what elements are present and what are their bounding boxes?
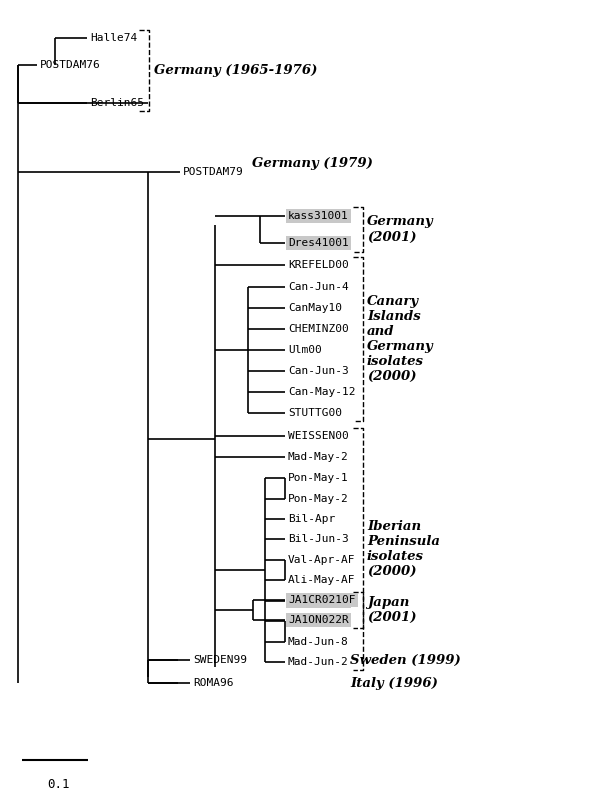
Text: CHEMINZ00: CHEMINZ00 — [288, 324, 349, 334]
Text: Dres41001: Dres41001 — [288, 238, 349, 248]
Text: KREFELD00: KREFELD00 — [288, 260, 349, 270]
Text: Canary
Islands
and
Germany
isolates
(2000): Canary Islands and Germany isolates (200… — [367, 295, 434, 383]
Text: Ulm00: Ulm00 — [288, 345, 322, 355]
Text: Germany
(2001): Germany (2001) — [367, 215, 434, 243]
Text: Can-May-12: Can-May-12 — [288, 387, 355, 397]
Text: Bil-Apr: Bil-Apr — [288, 514, 335, 524]
Text: Halle74: Halle74 — [90, 33, 137, 43]
Text: Bil-Jun-3: Bil-Jun-3 — [288, 534, 349, 544]
Text: Japan
(2001): Japan (2001) — [367, 596, 416, 624]
Text: JA1CR0210F: JA1CR0210F — [288, 595, 355, 605]
Text: Mad-Jun-2: Mad-Jun-2 — [288, 657, 349, 667]
Text: Can-Jun-4: Can-Jun-4 — [288, 282, 349, 292]
Text: 0.1: 0.1 — [47, 778, 70, 791]
Text: kass31001: kass31001 — [288, 211, 349, 221]
Text: Val-Apr-AF: Val-Apr-AF — [288, 555, 355, 565]
Text: Pon-May-2: Pon-May-2 — [288, 494, 349, 504]
Text: SWEDEN99: SWEDEN99 — [193, 655, 247, 665]
Text: Iberian
Peninsula
isolates
(2000): Iberian Peninsula isolates (2000) — [367, 520, 440, 578]
Text: POSTDAM79: POSTDAM79 — [183, 167, 244, 177]
Text: Pon-May-1: Pon-May-1 — [288, 473, 349, 483]
Text: Germany (1965-1976): Germany (1965-1976) — [154, 64, 317, 77]
Text: Mard37701: Mard37701 — [288, 596, 349, 606]
Text: Germany (1979): Germany (1979) — [252, 158, 373, 170]
Text: WEISSEN00: WEISSEN00 — [288, 431, 349, 441]
Text: CanMay10: CanMay10 — [288, 303, 342, 313]
Text: Mad-Jun-4: Mad-Jun-4 — [288, 616, 349, 626]
Text: JA1ON022R: JA1ON022R — [288, 615, 349, 625]
Text: Can-Jun-3: Can-Jun-3 — [288, 366, 349, 376]
Text: POSTDAM76: POSTDAM76 — [40, 60, 101, 70]
Text: Mad-Jun-8: Mad-Jun-8 — [288, 637, 349, 647]
Text: Mad-May-2: Mad-May-2 — [288, 452, 349, 462]
Text: Sweden (1999): Sweden (1999) — [350, 654, 461, 666]
Text: STUTTG00: STUTTG00 — [288, 408, 342, 418]
Text: Ali-May-AF: Ali-May-AF — [288, 575, 355, 585]
Text: ROMA96: ROMA96 — [193, 678, 233, 688]
Text: Berlin65: Berlin65 — [90, 98, 144, 108]
Text: Italy (1996): Italy (1996) — [350, 677, 438, 690]
